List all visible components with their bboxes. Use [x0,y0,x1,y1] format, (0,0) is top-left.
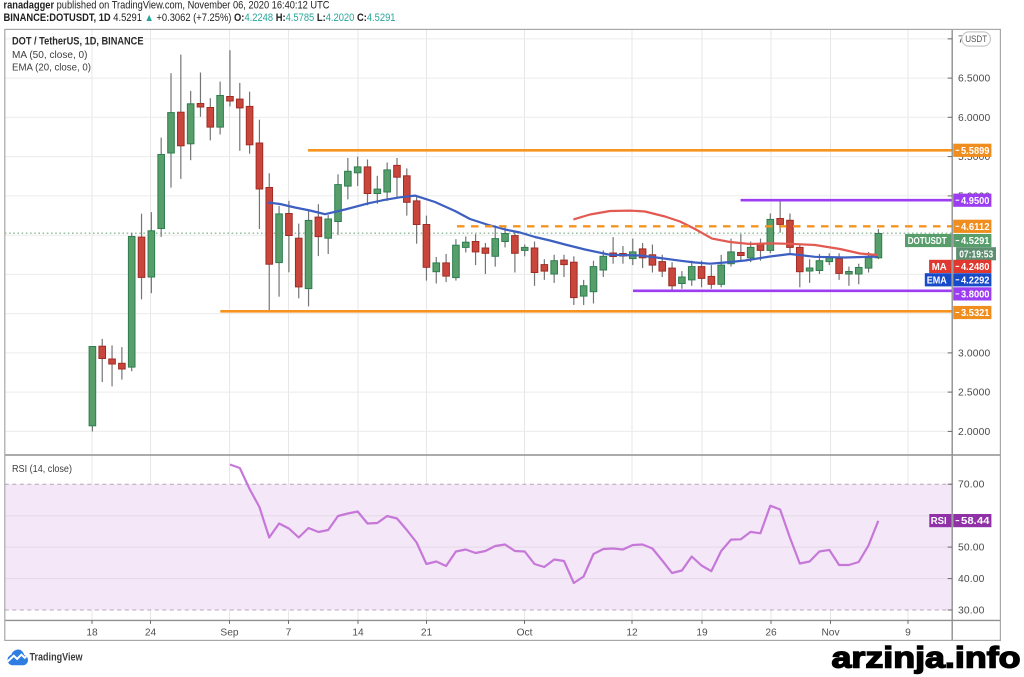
svg-text:21: 21 [421,628,433,639]
svg-text:3.0000: 3.0000 [958,348,991,359]
svg-text:3.8000: 3.8000 [961,290,990,301]
svg-text:12: 12 [626,628,638,639]
svg-text:07:19:53: 07:19:53 [959,250,993,261]
svg-text:6.5000: 6.5000 [958,74,991,85]
svg-text:30.00: 30.00 [958,606,985,617]
svg-text:Nov: Nov [821,628,840,639]
svg-text:4.6112: 4.6112 [961,222,990,233]
svg-text:RSI: RSI [931,516,947,527]
svg-text:ranadagger published on Tradin: ranadagger published on TradingView.com,… [4,0,330,12]
svg-text:70.00: 70.00 [958,480,985,491]
svg-text:arzinja.info: arzinja.info [832,641,1021,674]
svg-text:Oct: Oct [517,628,533,639]
svg-text:7: 7 [958,34,964,45]
svg-text:24: 24 [145,628,157,639]
svg-text:EMA: EMA [927,275,948,286]
svg-text:5.5899: 5.5899 [961,146,990,157]
svg-text:58.44: 58.44 [961,516,990,527]
svg-text:9: 9 [905,628,911,639]
svg-text:3.5321: 3.5321 [961,308,990,319]
svg-text:40.00: 40.00 [958,574,985,585]
svg-text:4.2480: 4.2480 [961,262,990,273]
svg-text:4.9500: 4.9500 [961,196,990,207]
svg-text:RSI (14, close): RSI (14, close) [12,463,72,475]
svg-text:Sep: Sep [220,628,238,639]
svg-text:26: 26 [765,628,777,639]
svg-text:USDT: USDT [965,34,987,44]
svg-text:14: 14 [352,628,364,639]
svg-text:DOT / TetherUS, 1D, BINANCE: DOT / TetherUS, 1D, BINANCE [12,36,144,48]
svg-text:50.00: 50.00 [958,543,985,554]
svg-text:BINANCE:DOTUSDT, 1D 4.5291 ▲: BINANCE:DOTUSDT, 1D 4.5291 ▲ +0.3062 (+7… [4,12,396,24]
svg-text:5.5000: 5.5000 [958,152,991,163]
svg-text:4.5291: 4.5291 [961,236,990,247]
svg-text:2.5000: 2.5000 [958,388,991,399]
svg-text:DOTUSDT: DOTUSDT [908,236,948,247]
svg-text:7: 7 [286,628,292,639]
svg-text:18: 18 [86,628,98,639]
svg-text:TradingView: TradingView [30,652,83,664]
svg-text:MA (50, close, 0): MA (50, close, 0) [12,49,88,61]
svg-text:19: 19 [696,628,708,639]
svg-text:6.0000: 6.0000 [958,113,991,124]
svg-text:MA: MA [932,262,948,273]
svg-text:EMA (20, close, 0): EMA (20, close, 0) [12,62,91,74]
svg-text:4.2292: 4.2292 [961,275,990,286]
svg-text:2.0000: 2.0000 [958,427,991,438]
